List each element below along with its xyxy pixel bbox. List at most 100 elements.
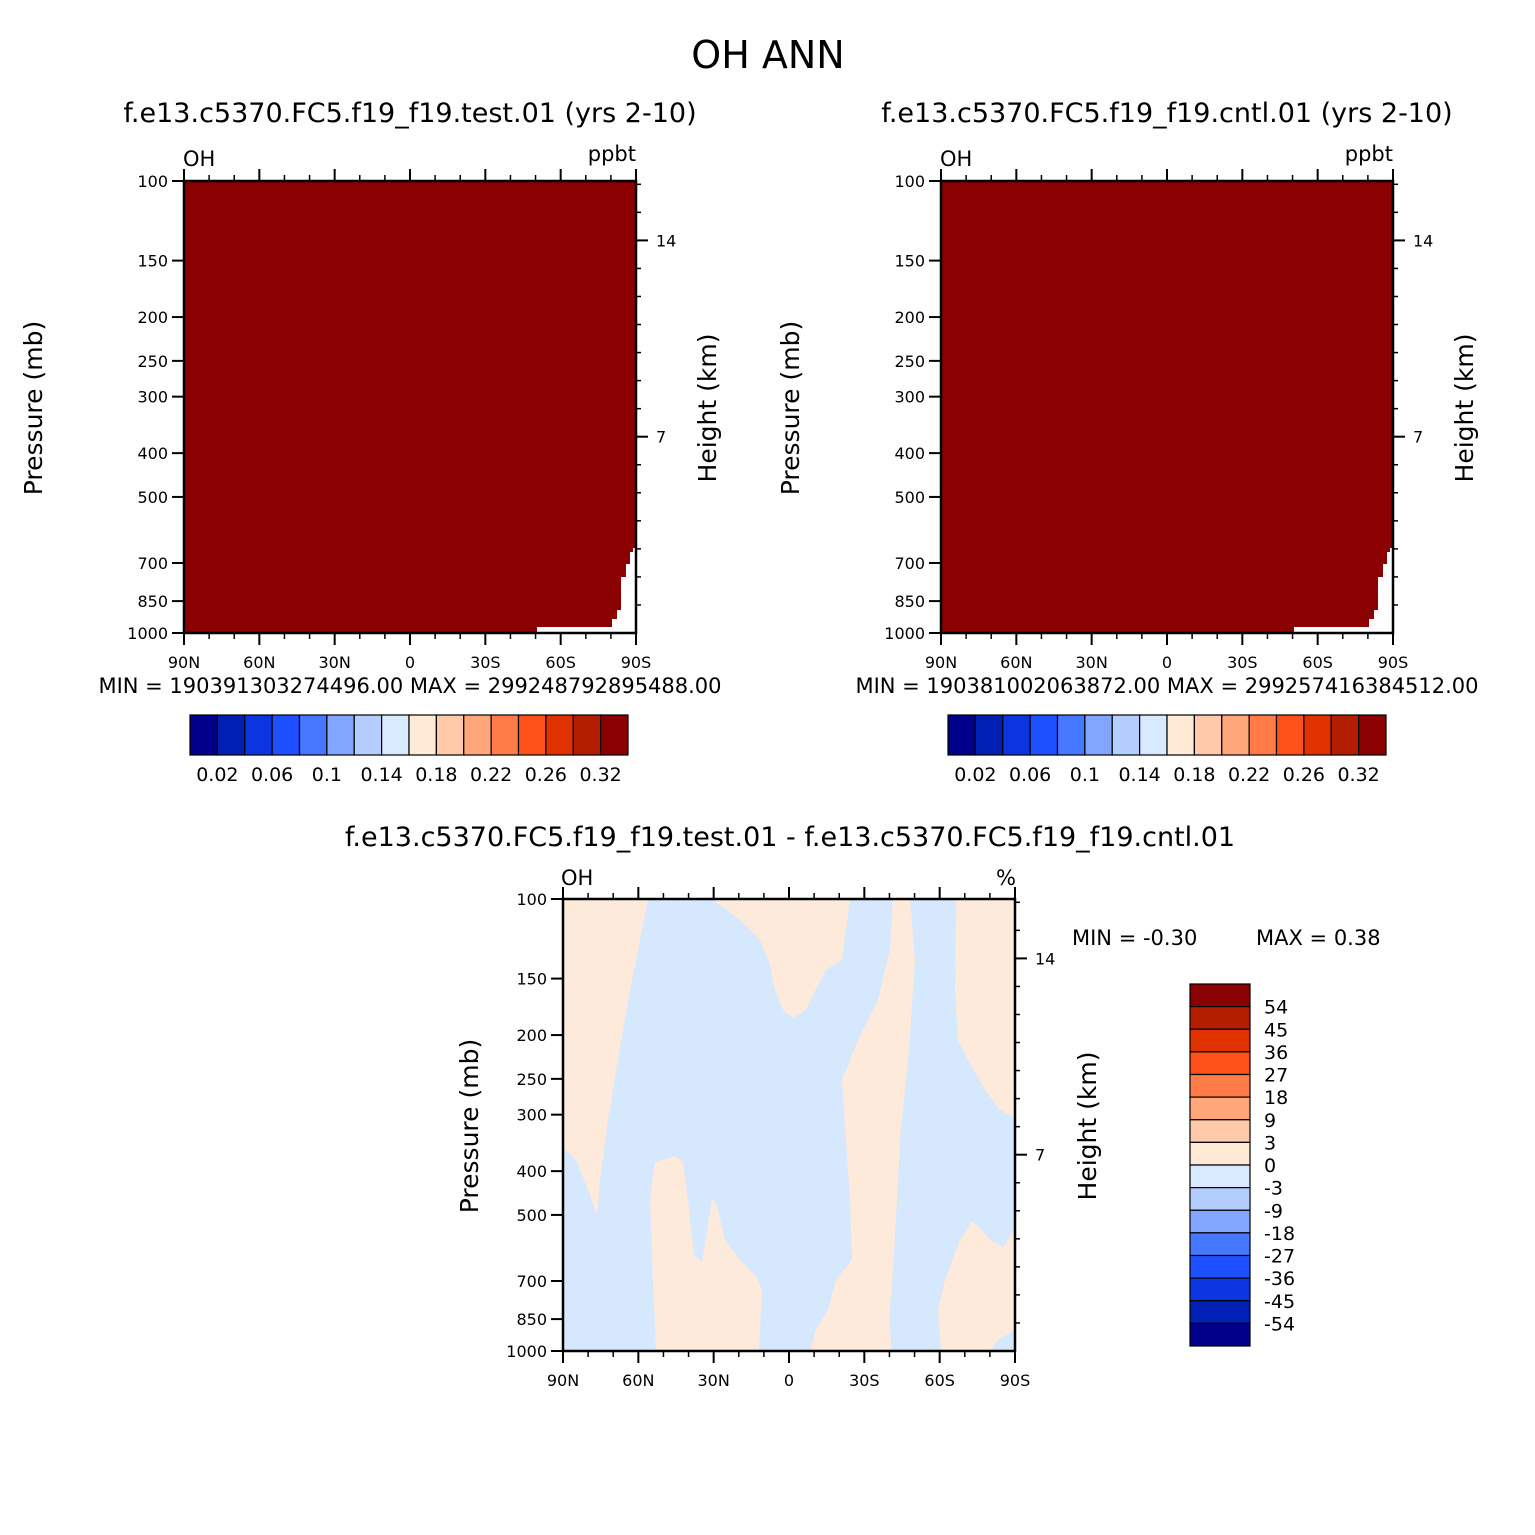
colorbar-label: -54 [1264,1313,1295,1335]
colorbar-label: 0.18 [1173,764,1215,786]
colorbar-box [1189,1277,1251,1302]
colorbar-label: 0.32 [579,764,621,786]
colorbar-label: 0.22 [470,764,512,786]
x-axis: 90N 60N 30N 0 30S 60S 90S [168,169,651,672]
colorbar-box [1189,1209,1251,1234]
colorbar-label: -45 [1264,1291,1295,1313]
y-tick-label: 150 [137,252,168,271]
x-tick-label: 30S [1227,653,1258,672]
height-axis-label: Height (km) [1073,1052,1102,1201]
colorbar-box [463,714,492,756]
y-tick-label: 200 [894,308,925,327]
min-max-readout: MIN = 190391303274496.00 MAX = 299248792… [98,674,721,698]
colorbar-label: 36 [1264,1042,1288,1064]
x-tick-label: 60S [545,653,576,672]
min-readout: MIN = -0.30 [1072,926,1197,950]
colorbar-box [353,714,383,756]
colorbar-box [1303,714,1332,756]
y-tick-label: 250 [894,352,925,371]
colorbar-label: 0.06 [1009,764,1051,786]
x-tick-label: 30S [849,1371,880,1390]
x-axis: 90N 60N 30N 0 30S 60S 90S [547,887,1030,1390]
y-tick-label: 150 [516,970,547,989]
y-tick-label: 300 [137,388,168,407]
y-tick-label: 200 [137,308,168,327]
colorbar-box [1084,714,1113,756]
colorbar-label: 54 [1264,997,1288,1019]
colorbar-box [435,714,465,756]
colorbar-label: 3 [1264,1132,1276,1154]
y-tick-label: 850 [137,592,168,611]
colorbar-box [381,714,410,756]
colorbar-label: 27 [1264,1065,1288,1087]
y-tick-label: 300 [894,388,925,407]
y-tick-label: 850 [516,1310,547,1329]
y-axis: 100 150 200 250 300 400 500 700 850 1000 [127,172,184,643]
y-tick-label: 100 [516,890,547,909]
colorbar-box [244,714,273,756]
x-tick-label: 90N [925,653,957,672]
x-tick-label: 60S [924,1371,955,1390]
y-tick-label: 1000 [127,624,168,643]
y-tick-label: 400 [137,444,168,463]
colorbar: 0.02 0.06 0.1 0.14 0.18 0.22 0.26 0.32 [189,714,629,786]
height-tick-label: 7 [1413,428,1423,447]
colorbar-box [298,714,328,756]
y-tick-label: 400 [516,1162,547,1181]
panel-cntl: f.e13.c5370.FC5.f19_f19.cntl.01 (yrs 2-1… [776,98,1479,786]
colorbar-label: 9 [1264,1110,1276,1132]
colorbar-box [1189,1119,1251,1143]
colorbar-box [1189,1322,1251,1347]
y-tick-label: 1000 [506,1342,547,1361]
figure-title: OH ANN [691,33,844,77]
y-tick-label: 500 [137,488,168,507]
panel-title: f.e13.c5370.FC5.f19_f19.test.01 - f.e13.… [345,822,1235,853]
units-label: ppbt [1345,142,1393,166]
y-tick-label: 700 [894,554,925,573]
colorbar-box [1189,1232,1251,1257]
colorbar-box [189,714,218,756]
colorbar-label: 0.14 [1118,764,1160,786]
height-axis-label: Height (km) [1450,334,1479,483]
y-tick-label: 250 [516,1070,547,1089]
contour-field [941,181,1393,633]
colorbar-box [600,714,629,756]
variable-label: OH [940,147,972,171]
colorbar-box [1189,1051,1251,1076]
positive-region-lower-north [650,1156,762,1351]
y-axis-label: Pressure (mb) [455,1039,484,1213]
y-tick-label: 700 [516,1272,547,1291]
colorbar-box [974,714,1004,756]
colorbar-box [1189,1300,1251,1324]
colorbar-box [1166,714,1195,756]
positive-region-south-column [810,899,915,1351]
colorbar-box [1111,714,1141,756]
height-tick-label: 7 [656,428,666,447]
x-axis: 90N 60N 30N 0 30S 60S 90S [925,169,1408,672]
colorbar-label: -18 [1264,1223,1295,1245]
units-label: ppbt [588,142,636,166]
units-label: % [996,866,1016,890]
contour-field [184,181,636,633]
colorbar-box [1029,714,1059,756]
missing-data-region [537,548,636,633]
colorbar-box [216,714,246,756]
x-tick-label: 0 [784,1371,794,1390]
y-tick-label: 100 [137,172,168,191]
height-tick-label: 14 [1413,231,1433,250]
y-tick-label: 300 [516,1106,547,1125]
x-tick-label: 90S [621,653,652,672]
min-max-readout: MIN = 190381002063872.00 MAX = 299257416… [855,674,1478,698]
height-tick-label: 7 [1035,1146,1045,1165]
colorbar-box [1189,1073,1251,1098]
positive-region-upper-south [955,899,1015,1118]
colorbar-box [1193,714,1223,756]
colorbar-label: -3 [1264,1178,1283,1200]
x-tick-label: 90S [1378,653,1409,672]
x-tick-label: 0 [405,653,415,672]
colorbar-box [1189,1096,1251,1121]
y-tick-label: 150 [894,252,925,271]
height-tick-label: 14 [1035,949,1055,968]
y-tick-label: 500 [516,1206,547,1225]
